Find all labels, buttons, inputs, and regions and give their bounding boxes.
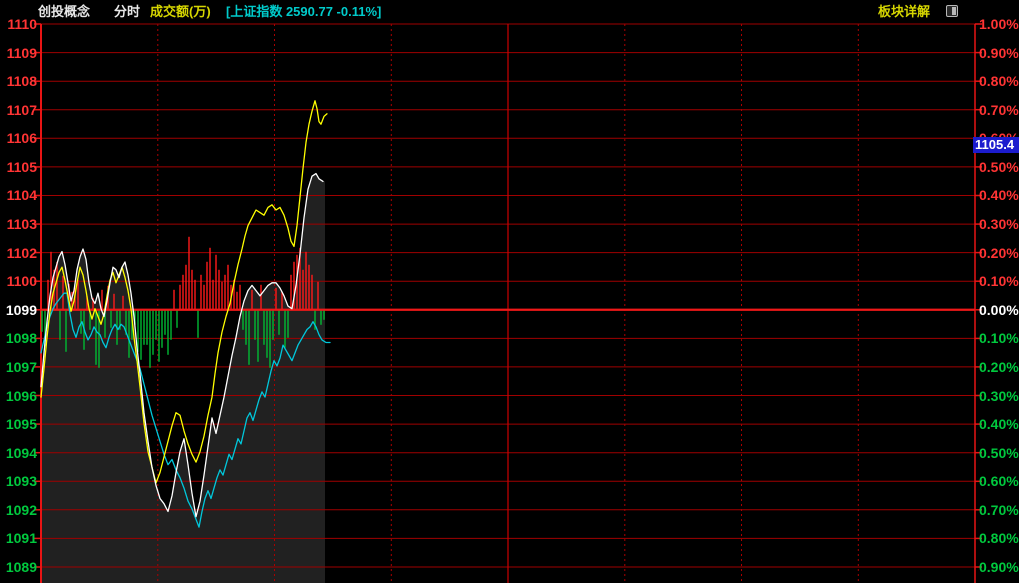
percent-axis-label: 0.80% (979, 530, 1019, 546)
price-axis-label: 1108 (6, 73, 37, 89)
percent-axis-label: 0.10% (979, 330, 1019, 346)
percent-axis-label: 1.00% (979, 16, 1019, 32)
price-axis-label: 1095 (5, 416, 37, 432)
price-axis-label: 1098 (5, 330, 37, 346)
current-price-badge: 1105.4 (973, 137, 1019, 153)
percent-axis-label: 0.40% (979, 416, 1019, 432)
percent-axis-label: 0.10% (979, 273, 1019, 289)
percent-axis-label: 0.50% (979, 159, 1019, 175)
price-axis-label: 1107 (6, 102, 37, 118)
volume-unit-label: 成交额(万) (150, 4, 211, 19)
percent-axis-label: 0.70% (979, 102, 1019, 118)
panel-detail-icon[interactable] (946, 5, 958, 17)
price-axis-label: 1110 (7, 16, 37, 32)
percent-axis-label: 0.00% (979, 302, 1019, 318)
price-axis-label: 1103 (6, 216, 37, 232)
percent-axis-label: 0.20% (979, 359, 1019, 375)
price-axis-label: 1105 (6, 159, 37, 175)
sector-avg-line (40, 100, 328, 484)
price-axis-label: 1097 (5, 359, 37, 375)
page-title: 创投概念 (38, 4, 91, 19)
price-axis-label: 1089 (5, 559, 37, 575)
price-axis-label: 1092 (5, 502, 37, 518)
percent-axis-label: 0.20% (979, 245, 1019, 261)
chart-mode-label: 分时 (114, 4, 141, 19)
price-axis-label: 1106 (6, 130, 37, 146)
price-axis-label: 1091 (5, 530, 37, 546)
percent-axis-label: 0.80% (979, 73, 1019, 89)
percent-axis-label: 0.70% (979, 502, 1019, 518)
price-axis-label: 1094 (5, 445, 37, 461)
price-axis-label: 1104 (6, 187, 37, 203)
percent-axis-label: 0.50% (979, 445, 1019, 461)
price-axis-label: 1109 (6, 45, 37, 61)
price-axis-label: 1102 (6, 245, 37, 261)
sse-index-line (40, 292, 331, 528)
price-area-fill (41, 173, 325, 583)
percent-axis-label: 0.60% (979, 473, 1019, 489)
percent-axis-label: 0.30% (979, 216, 1019, 232)
percent-axis-label: 0.90% (979, 559, 1019, 575)
sector-detail-link[interactable]: 板块详解 (878, 4, 931, 19)
sse-index-ticker: [上证指数 2590.77 -0.11%] (226, 4, 382, 19)
volume-bars (41, 236, 325, 368)
percent-axis-label: 0.40% (979, 187, 1019, 203)
sector-price-line (40, 172, 324, 518)
percent-axis-label: 0.30% (979, 388, 1019, 404)
price-axis-label: 1093 (5, 473, 37, 489)
price-axis-label: 1100 (6, 273, 37, 289)
percent-axis-label: 0.90% (979, 45, 1019, 61)
price-axis-label: 1099 (5, 302, 37, 318)
price-axis-label: 1096 (5, 388, 37, 404)
